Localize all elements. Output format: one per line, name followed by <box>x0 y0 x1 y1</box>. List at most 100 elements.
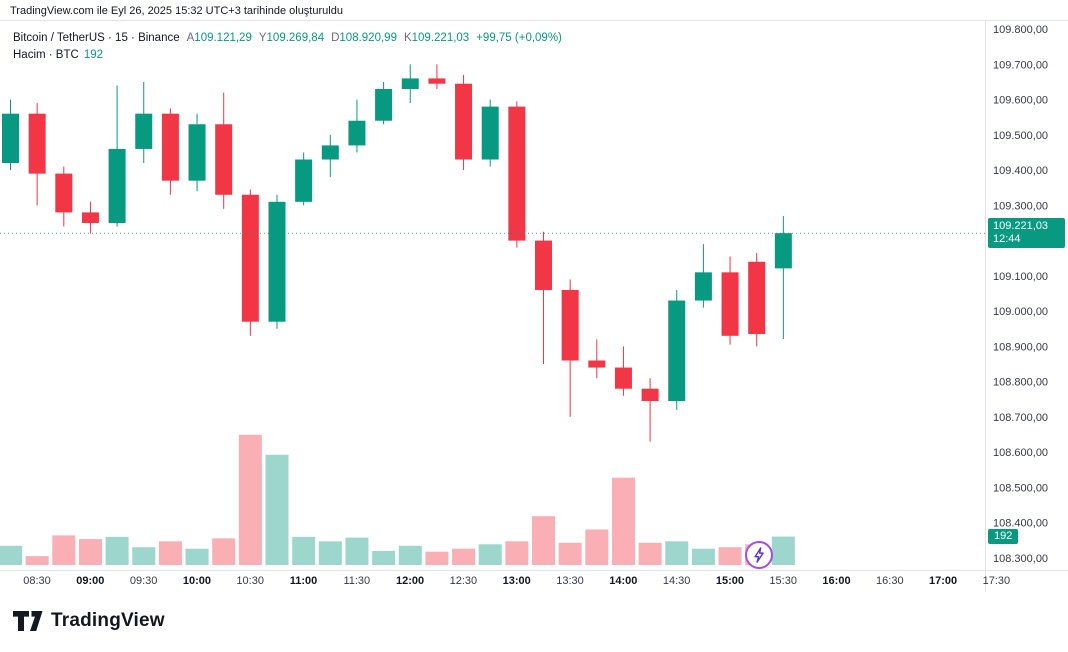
candle-body <box>588 360 606 368</box>
symbol-title: Bitcoin / TetherUS · 15 · Binance <box>13 32 180 44</box>
price-axis-label: 109.000,00 <box>993 306 1048 318</box>
candle-body <box>428 78 446 84</box>
price-axis-label: 109.400,00 <box>993 165 1048 177</box>
time-axis-label: 11:30 <box>343 575 370 587</box>
price-axis-label: 108.400,00 <box>993 518 1048 530</box>
volume-bar <box>265 454 289 565</box>
candle-body <box>348 120 366 146</box>
volume-bar <box>425 551 449 565</box>
time-axis-label: 12:00 <box>396 575 424 587</box>
candle-body <box>161 113 179 181</box>
attribution-text: TradingView.com ile Eyl 26, 2025 15:32 U… <box>10 5 343 17</box>
volume-bar <box>78 539 102 565</box>
volume-bar <box>105 536 129 565</box>
price-axis-label: 108.500,00 <box>993 482 1048 494</box>
volume-bar <box>452 548 476 565</box>
price-axis-label: 109.500,00 <box>993 130 1048 142</box>
volume-bar <box>0 545 22 565</box>
candle-body <box>535 240 552 290</box>
volume-bar <box>398 545 422 565</box>
volume-bar <box>25 556 49 565</box>
candle-body <box>561 289 579 361</box>
ohlc-value: 109.221,03 <box>411 32 470 44</box>
lightning-button[interactable] <box>745 541 773 569</box>
volume-title: Hacim · BTC <box>13 49 79 61</box>
price-axis-label: 109.300,00 <box>993 200 1048 212</box>
price-axis-label: 109.800,00 <box>993 24 1048 36</box>
lightning-icon <box>754 547 764 563</box>
candle-body <box>241 194 259 322</box>
price-axis-label: 109.600,00 <box>993 95 1048 107</box>
volume-bar <box>585 529 609 565</box>
candle-body <box>668 300 686 402</box>
time-axis-label: 15:30 <box>769 575 797 587</box>
candle-body <box>321 145 339 160</box>
ohlc-key: K <box>403 32 412 44</box>
candle-body <box>28 113 46 174</box>
time-axis-label: 08:30 <box>23 575 51 587</box>
price-axis-label: 108.800,00 <box>993 377 1048 389</box>
volume-value: 192 <box>83 49 103 61</box>
candle-body <box>55 173 73 213</box>
volume-bar <box>212 538 236 565</box>
volume-bar <box>665 541 689 565</box>
legend-change: +99,75 (+0,09%) <box>476 32 562 44</box>
time-axis-label: 09:00 <box>76 575 104 587</box>
candle-body <box>481 106 499 160</box>
ohlc-value: 109.121,29 <box>194 32 252 44</box>
candle-body <box>81 212 99 223</box>
candle-body <box>2 113 19 164</box>
time-axis-label: 16:00 <box>822 575 850 587</box>
volume-bar <box>532 516 555 565</box>
volume-bar <box>558 542 582 565</box>
time-axis-label: 14:00 <box>609 575 637 587</box>
ohlc-value: 109.269,84 <box>266 32 325 44</box>
legend-volume-row: Hacim · BTC 192 <box>13 47 562 64</box>
ohlc-key: A <box>186 32 195 44</box>
brand-wordmark[interactable]: TradingView <box>51 610 165 631</box>
price-axis-label: 108.900,00 <box>993 341 1048 353</box>
candle-body <box>108 148 126 223</box>
price-axis-label: 109.700,00 <box>993 59 1048 71</box>
candle-body <box>748 261 766 335</box>
candle-body <box>135 113 153 149</box>
ohlc-value: 108.920,99 <box>339 32 397 44</box>
volume-bar <box>611 477 635 565</box>
candle-body <box>641 388 659 402</box>
candle-body <box>721 272 739 336</box>
volume-bar <box>185 548 209 565</box>
time-axis-label: 12:30 <box>450 575 478 587</box>
current-volume-tag: 192 <box>988 528 1019 544</box>
candle-body <box>508 106 526 241</box>
price-axis-label: 108.700,00 <box>993 412 1048 424</box>
time-axis-label: 16:30 <box>876 575 904 587</box>
time-axis-label: 13:30 <box>556 575 584 587</box>
footer: TradingView <box>12 610 165 632</box>
time-axis-label: 10:00 <box>183 575 211 587</box>
time-axis-label: 10:30 <box>236 575 264 587</box>
volume-bar <box>718 547 742 565</box>
current-price: 109.221,03 <box>993 220 1049 233</box>
volume-bar <box>238 434 262 565</box>
time-axis-label: 09:30 <box>130 575 158 587</box>
time-axis-label: 11:00 <box>290 575 318 587</box>
candle-body <box>694 272 712 301</box>
ohlc-key: D <box>331 32 340 44</box>
tradingview-logo-icon[interactable] <box>12 611 43 631</box>
candle-body <box>375 88 393 121</box>
time-axis-label: 17:30 <box>983 575 1011 587</box>
volume-bar <box>158 541 182 565</box>
ohlc-key: Y <box>258 32 267 44</box>
candle-body <box>774 233 792 269</box>
legend-ohlc: A109.121,29 Y109.269,84 D108.920,99 K109.22… <box>180 32 470 44</box>
candle-body <box>268 201 286 322</box>
volume-bar <box>372 550 396 565</box>
candle-body <box>614 367 632 389</box>
price-axis-label: 108.300,00 <box>993 553 1048 565</box>
volume-bar <box>132 547 156 565</box>
volume-bar <box>292 536 316 565</box>
legend-symbol-row: Bitcoin / TetherUS · 15 · Binance A109.12… <box>13 30 562 47</box>
time-axis-label: 17:00 <box>929 575 957 587</box>
candle-body <box>295 159 313 202</box>
